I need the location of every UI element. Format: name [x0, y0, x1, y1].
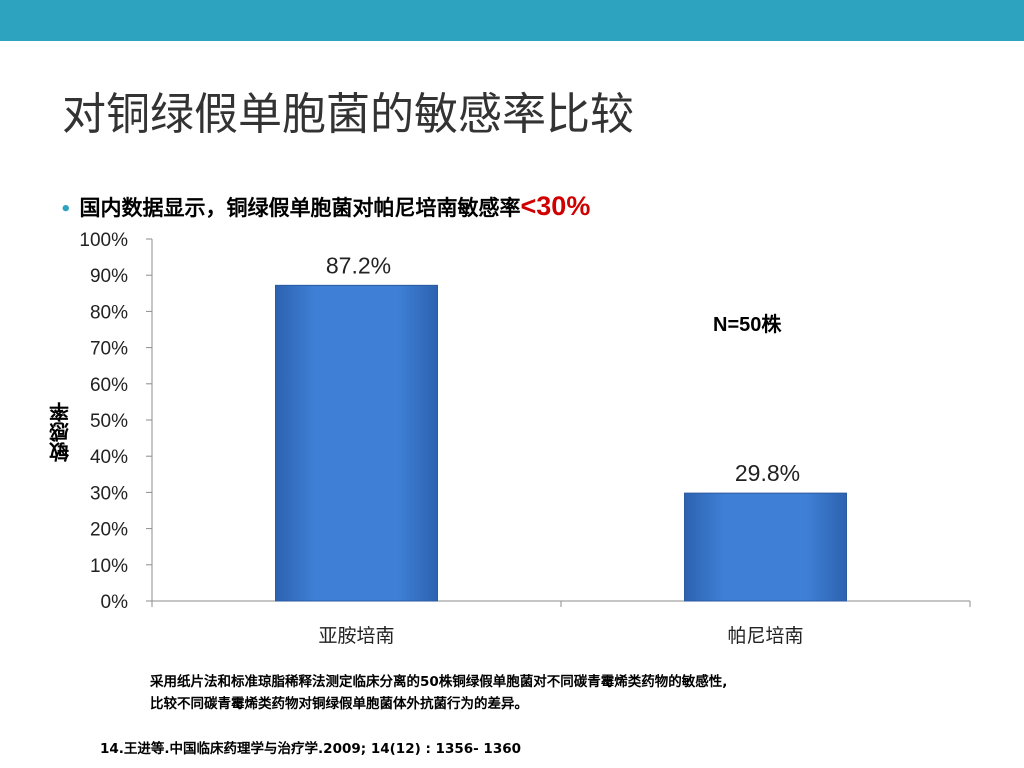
y-tick-label: 60% — [90, 375, 128, 396]
data-label: 87.2% — [326, 252, 391, 278]
y-tick-label: 70% — [90, 339, 128, 360]
y-tick-label: 40% — [90, 447, 128, 468]
caption-line-2: 比较不同碳青霉烯类药物对铜绿假单胞菌体外抗菌行为的差异。 — [150, 696, 528, 712]
x-tick-label: 亚胺培南 — [318, 625, 394, 647]
reference-citation: 14.王进等.中国临床药理学与治疗学.2009; 14(12) : 1356- … — [100, 741, 522, 757]
data-label: 29.8% — [735, 460, 800, 486]
y-tick-label: 20% — [90, 520, 128, 541]
chart-bars — [275, 284, 847, 602]
y-tick-label: 10% — [90, 556, 128, 577]
bullet-dot-icon: • — [60, 199, 72, 220]
y-tick-label: 80% — [90, 302, 128, 323]
sample-size-note: N=50株 — [713, 314, 782, 336]
y-axis-label: 敏感率 — [48, 402, 73, 462]
bar — [684, 492, 847, 602]
slide-title: 对铜绿假单胞菌的敏感率比较 — [62, 89, 634, 140]
study-caption: 采用纸片法和标准琼脂稀释法测定临床分离的50株铜绿假单胞菌对不同碳青霉烯类药物的… — [150, 671, 910, 715]
top-accent-band — [0, 0, 1024, 41]
caption-line-1: 采用纸片法和标准琼脂稀释法测定临床分离的50株铜绿假单胞菌对不同碳青霉烯类药物的… — [150, 674, 728, 690]
y-tick-label: 50% — [90, 411, 128, 432]
y-tick-label: 30% — [90, 483, 128, 504]
bar — [275, 284, 438, 602]
bullet-emphasis: <30% — [520, 191, 591, 221]
chart-labels: 0% 10% 20% 30% 40% 50% 60% 70% 80% 90% 100% 87.2% 亚胺… — [79, 230, 803, 647]
bullet-point: • 国内数据显示，铜绿假单胞菌对帕尼培南敏感率<30% — [60, 191, 590, 222]
y-tick-label: 90% — [90, 266, 128, 287]
bullet-text: 国内数据显示，铜绿假单胞菌对帕尼培南敏感率 — [79, 196, 521, 220]
y-tick-label: 100% — [79, 230, 128, 251]
y-tick-label: 0% — [101, 592, 129, 613]
x-tick-label: 帕尼培南 — [727, 625, 803, 647]
